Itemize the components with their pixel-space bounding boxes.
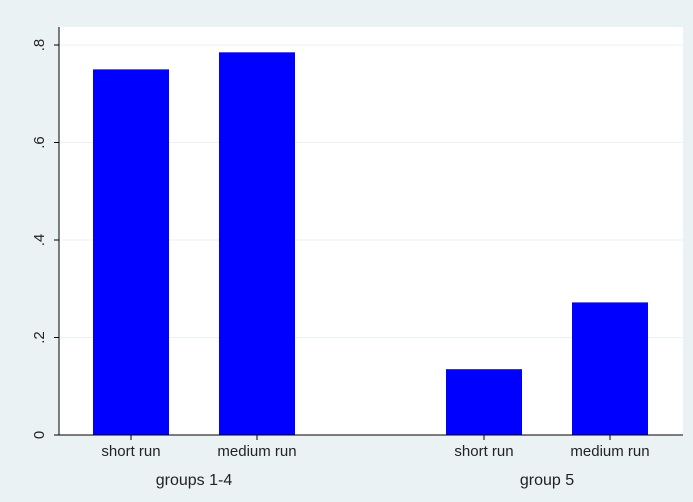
bar [572, 302, 648, 435]
bars [93, 52, 648, 435]
y-tick-label: .4 [31, 234, 48, 247]
y-axis-ticks: 0 .2 .4 .6 .8 [31, 39, 59, 439]
bar [93, 69, 169, 435]
y-tick-label: 0 [31, 431, 48, 439]
category-label: medium run [570, 443, 649, 460]
bar [219, 52, 295, 435]
group-label: groups 1-4 [156, 472, 233, 489]
category-label: medium run [217, 443, 296, 460]
x-axis-labels: short run medium run groups 1-4 short run me… [101, 435, 650, 489]
group-label: group 5 [520, 472, 574, 489]
bar [446, 369, 522, 435]
y-tick-label: .8 [31, 39, 48, 52]
category-label: short run [454, 443, 513, 460]
category-label: short run [101, 443, 160, 460]
y-tick-label: .6 [31, 136, 48, 149]
y-tick-label: .2 [31, 331, 48, 344]
